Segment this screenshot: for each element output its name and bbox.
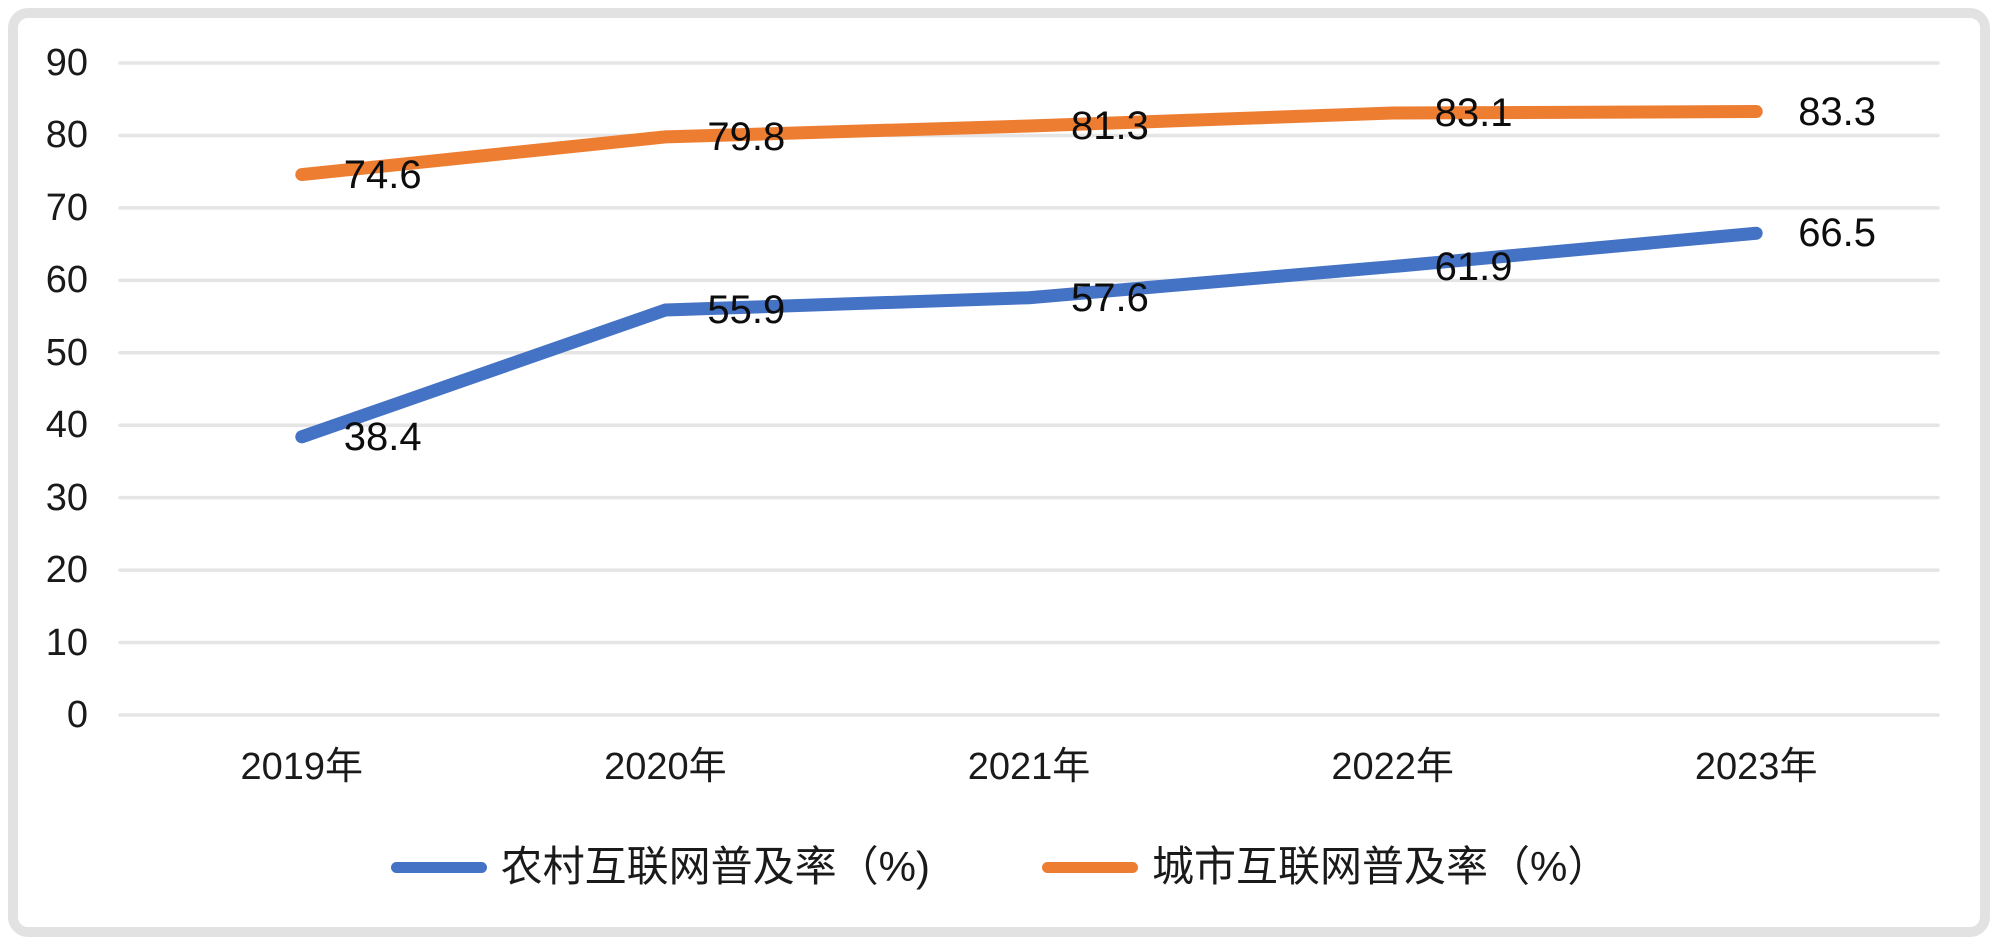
y-tick-label: 80 [45, 114, 88, 157]
data-label: 57.6 [1071, 275, 1149, 320]
x-tick-label: 2022年 [1331, 746, 1454, 788]
legend-label: 城市互联网普及率（%） [1151, 843, 1610, 890]
y-tick-label: 20 [45, 549, 88, 592]
data-label: 38.4 [343, 414, 422, 459]
legend-swatch-icon [390, 861, 487, 873]
data-label: 79.8 [707, 114, 786, 159]
legend-label: 农村互联网普及率（%) [500, 843, 930, 890]
chart-frame [8, 8, 1990, 937]
y-tick-label: 70 [45, 186, 88, 229]
data-label: 66.5 [1798, 211, 1877, 256]
legend-item-1[interactable]: 城市互联网普及率（%） [1041, 838, 1610, 896]
data-label: 83.3 [1798, 89, 1877, 134]
data-label: 61.9 [1434, 244, 1513, 289]
data-label: 55.9 [707, 288, 786, 333]
y-tick-label: 10 [45, 621, 88, 664]
y-tick-label: 90 [45, 42, 88, 84]
data-label: 74.6 [343, 152, 422, 197]
x-tick-label: 2019年 [240, 746, 364, 788]
series-line-0 [295, 226, 1763, 444]
y-tick-label: 40 [45, 404, 88, 447]
data-label: 83.1 [1434, 90, 1513, 135]
y-tick-label: 30 [45, 476, 88, 519]
series-line-1 [295, 105, 1763, 182]
x-tick-label: 2020年 [604, 746, 727, 788]
legend-swatch-icon [1041, 861, 1138, 873]
y-tick-label: 50 [45, 331, 88, 374]
y-tick-label: 60 [45, 259, 88, 302]
data-label: 81.3 [1071, 104, 1149, 149]
legend: 农村互联网普及率（%) 城市互联网普及率（%） [0, 838, 2000, 896]
y-tick-label: 0 [66, 694, 88, 736]
x-tick-label: 2021年 [967, 746, 1091, 788]
x-tick-label: 2023年 [1694, 746, 1818, 788]
legend-item-0[interactable]: 农村互联网普及率（%) [390, 838, 930, 896]
